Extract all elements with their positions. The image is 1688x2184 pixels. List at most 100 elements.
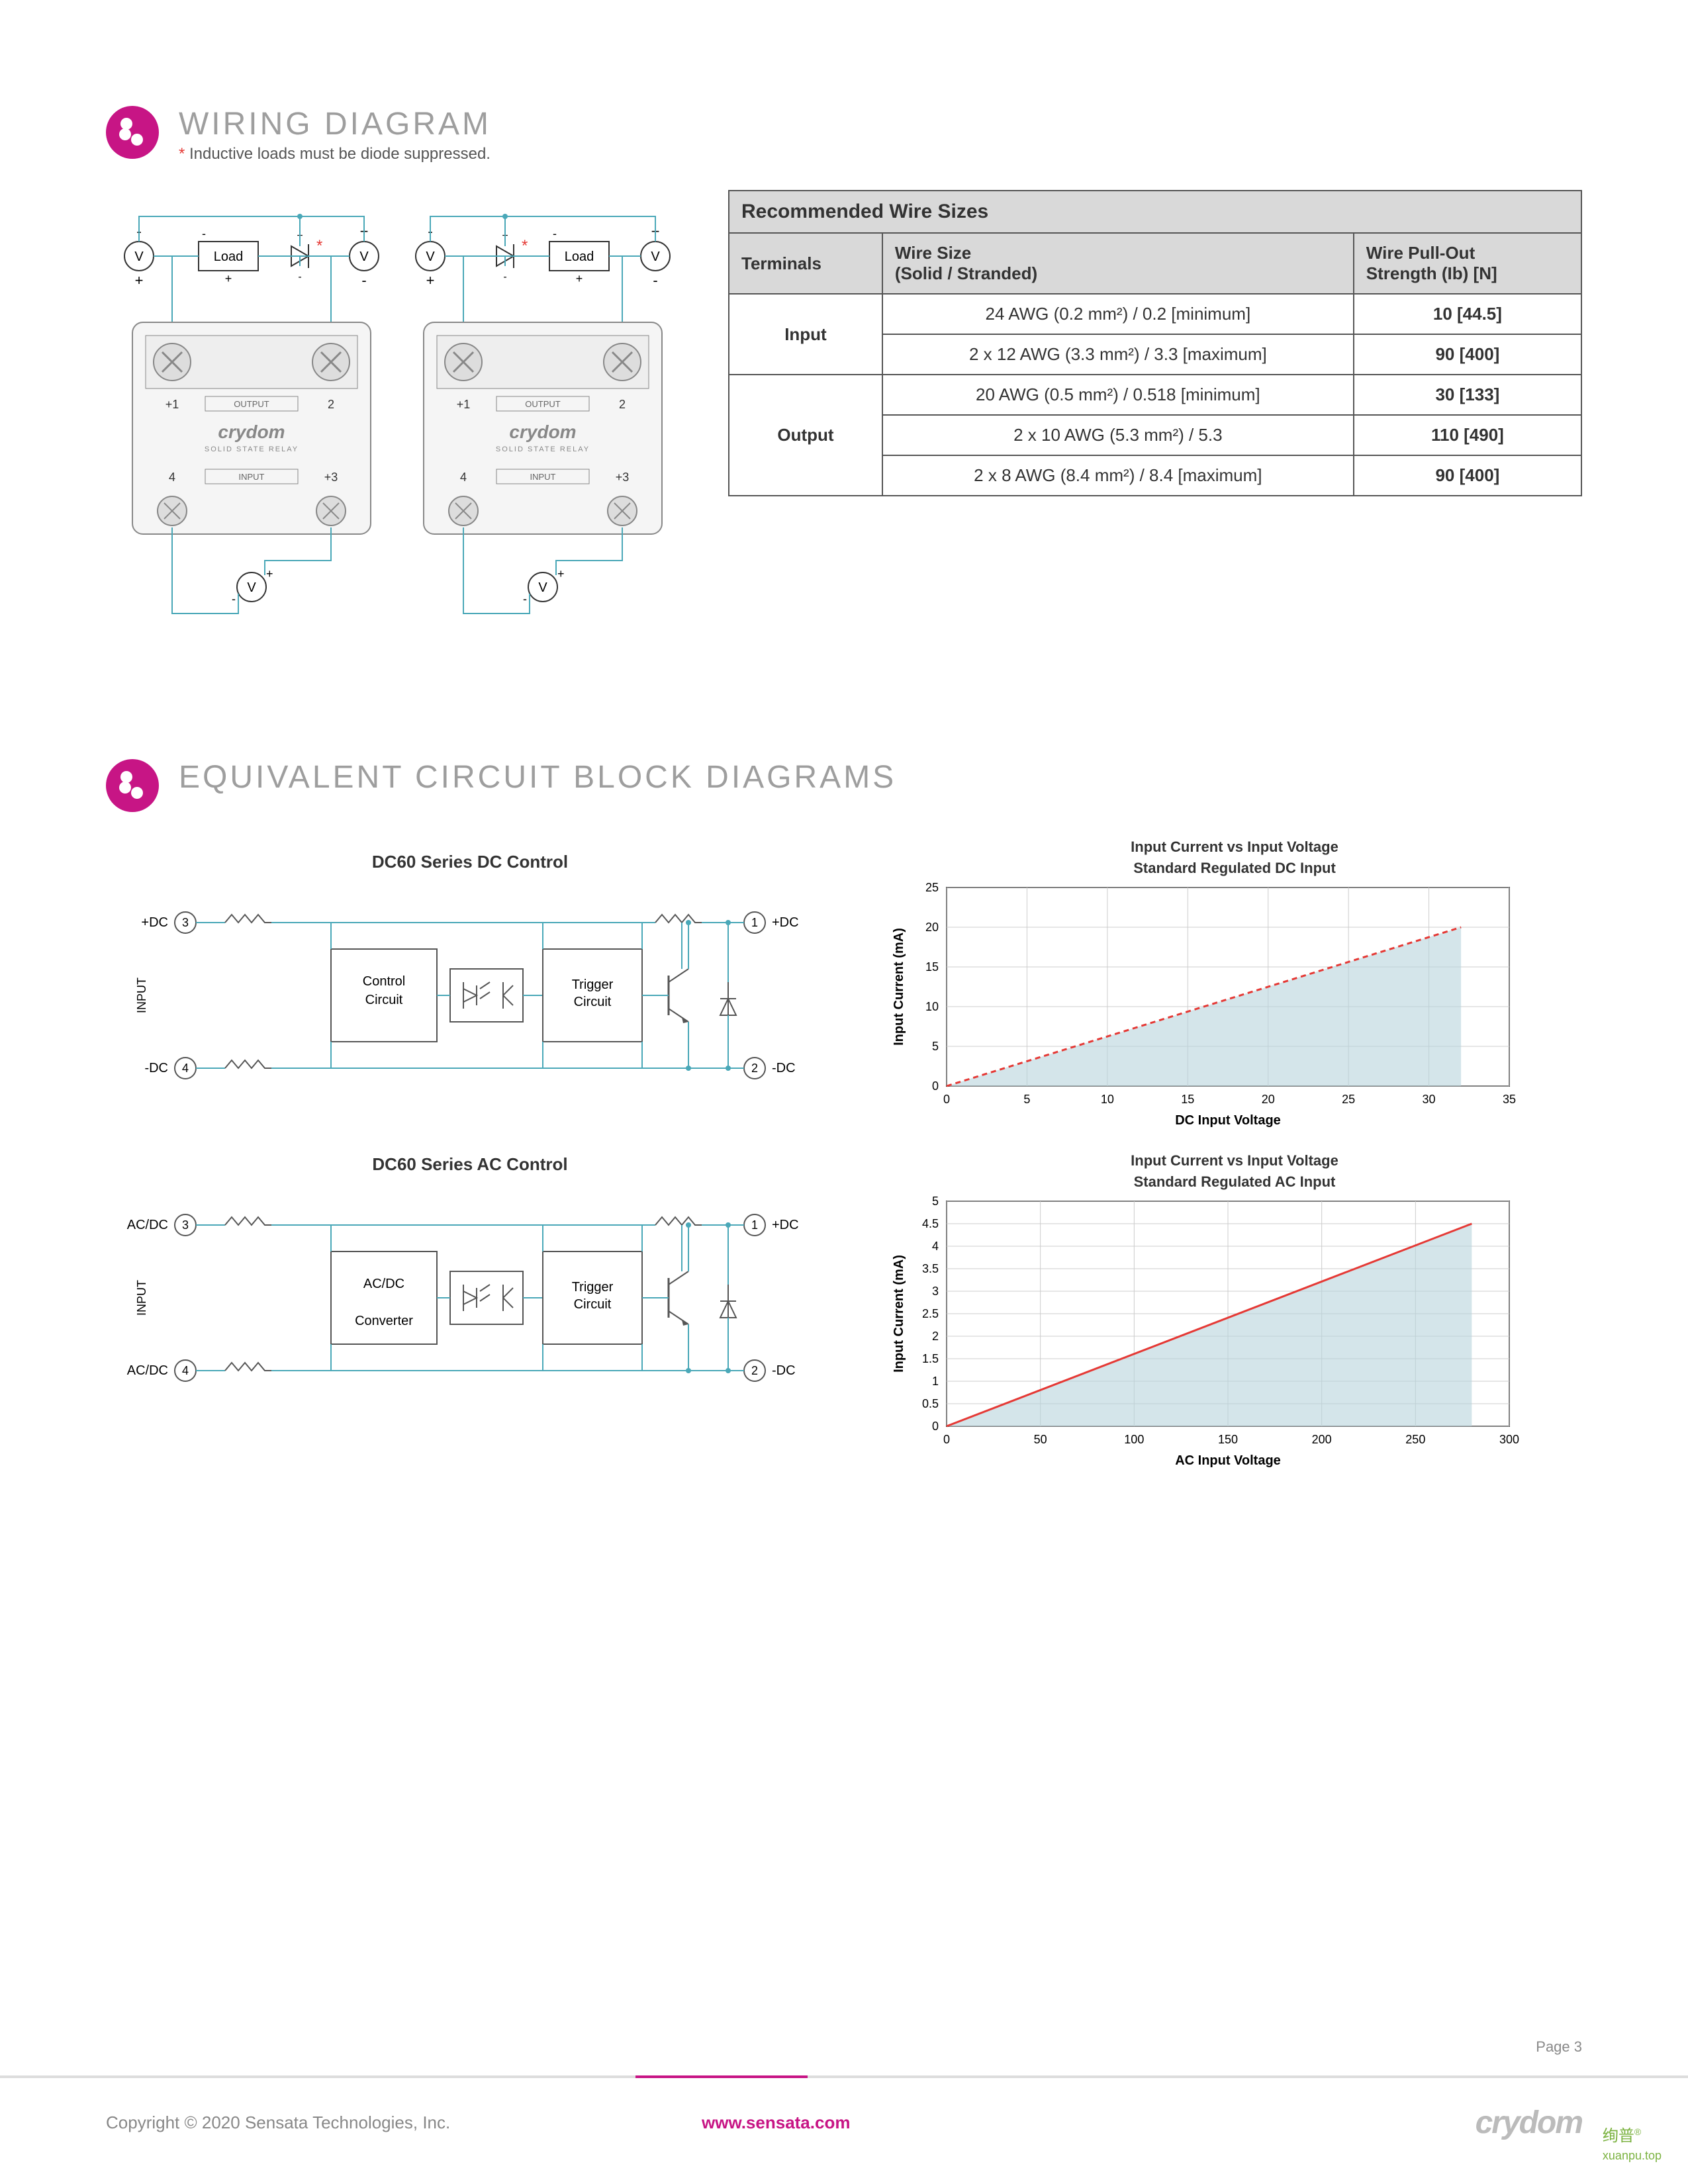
svg-text:Circuit: Circuit [365,993,403,1007]
svg-text:crydom: crydom [509,422,576,442]
svg-text:1: 1 [751,1218,758,1232]
bullet-icon [106,759,159,812]
svg-text:+DC: +DC [772,915,799,930]
svg-text:OUTPUT: OUTPUT [234,399,269,409]
svg-text:AC/DC: AC/DC [127,1218,168,1232]
svg-text:-DC: -DC [772,1061,796,1075]
svg-text:Trigger: Trigger [572,1280,614,1295]
svg-text:4: 4 [460,471,467,484]
svg-text:INPUT: INPUT [135,1280,148,1316]
svg-text:V: V [247,580,256,595]
svg-text:10: 10 [925,1000,939,1013]
table-cell: 2 x 12 AWG (3.3 mm²) / 3.3 [maximum] [882,334,1354,375]
table-cell: 2 x 10 AWG (5.3 mm²) / 5.3 [882,415,1354,455]
svg-text:4: 4 [182,1364,189,1377]
section-2-title: EQUIVALENT CIRCUIT BLOCK DIAGRAMS [179,759,896,796]
svg-text:2: 2 [751,1062,758,1075]
svg-text:1.5: 1.5 [922,1352,939,1365]
svg-text:AC/DC: AC/DC [363,1277,404,1291]
svg-text:3: 3 [182,916,189,929]
svg-text:+DC: +DC [772,1218,799,1232]
svg-text:0: 0 [943,1433,950,1446]
svg-text:*: * [522,237,528,255]
table-cell: 90 [400] [1354,455,1581,496]
svg-text:1: 1 [932,1375,939,1388]
svg-text:2: 2 [751,1364,758,1377]
footer-url: www.sensata.com [702,2113,1476,2133]
svg-text:-: - [653,272,657,289]
svg-text:Input Current (mA): Input Current (mA) [892,1255,906,1373]
svg-text:SOLID STATE RELAY: SOLID STATE RELAY [496,445,590,453]
svg-text:Circuit: Circuit [574,1297,612,1312]
svg-text:25: 25 [1342,1093,1355,1106]
svg-text:Converter: Converter [355,1314,413,1328]
section-1-header: WIRING DIAGRAM * Inductive loads must be… [106,106,1582,163]
svg-text:AC/DC: AC/DC [127,1363,168,1378]
svg-text:V: V [538,580,547,595]
svg-text:-: - [553,227,557,240]
svg-text:INPUT: INPUT [135,978,148,1013]
svg-text:+: + [426,272,435,289]
svg-text:20: 20 [1262,1093,1275,1106]
svg-text:-: - [361,272,366,289]
svg-text:2: 2 [328,398,334,411]
svg-text:4: 4 [182,1062,189,1075]
svg-text:20: 20 [925,921,939,934]
chart1-title2: Standard Regulated DC Input [887,860,1582,877]
table-cell: 10 [44.5] [1354,294,1581,334]
svg-text:+3: +3 [616,471,630,484]
table-cell: 20 AWG (0.5 mm²) / 0.518 [minimum] [882,375,1354,415]
svg-text:+3: +3 [324,471,338,484]
svg-text:+1: +1 [457,398,471,411]
svg-text:+: + [266,567,273,580]
chart2-title1: Input Current vs Input Voltage [887,1152,1582,1169]
svg-text:-: - [523,592,527,606]
svg-text:-: - [503,271,506,283]
svg-text:-: - [202,227,206,240]
svg-text:V: V [359,250,369,264]
asterisk: * [179,145,189,163]
svg-text:3: 3 [182,1218,189,1232]
svg-text:4: 4 [932,1240,939,1253]
bullet-icon [106,106,159,159]
svg-text:Input Current (mA): Input Current (mA) [892,928,906,1046]
svg-text:0.5: 0.5 [922,1397,939,1410]
svg-text:0: 0 [932,1079,939,1093]
svg-text:0: 0 [943,1093,950,1106]
table-cell: 2 x 8 AWG (8.4 mm²) / 8.4 [maximum] [882,455,1354,496]
table-cell: 90 [400] [1354,334,1581,375]
table-terminal: Output [729,375,882,496]
block1-title: DC60 Series DC Control [106,852,834,872]
svg-text:1: 1 [751,916,758,929]
svg-text:10: 10 [1101,1093,1114,1106]
svg-text:-: - [232,592,236,606]
svg-text:AC Input Voltage: AC Input Voltage [1175,1453,1281,1468]
table-header: Wire Size(Solid / Stranded) [882,233,1354,294]
watermark: 绚普® xuanpu.top [1603,2122,1662,2164]
svg-text:0: 0 [932,1420,939,1433]
svg-text:15: 15 [1181,1093,1194,1106]
svg-text:300: 300 [1499,1433,1519,1446]
block-diagrams: DC60 Series DC Control 3+DC4-DC1+DC2-DCI… [106,839,834,1473]
svg-text:V: V [426,250,435,264]
svg-text:100: 100 [1124,1433,1144,1446]
footer-logo: crydom [1476,2105,1582,2141]
svg-text:+: + [557,567,565,580]
table-cell: 30 [133] [1354,375,1581,415]
svg-text:INPUT: INPUT [530,472,556,482]
svg-text:150: 150 [1218,1433,1238,1446]
svg-text:2: 2 [932,1330,939,1343]
svg-text:+: + [135,272,144,289]
table-header: Terminals [729,233,882,294]
svg-text:+DC: +DC [141,915,168,930]
svg-text:*: * [316,237,322,255]
wire-size-table: Recommended Wire Sizes TerminalsWire Siz… [728,190,1582,496]
svg-text:250: 250 [1405,1433,1425,1446]
svg-text:OUTPUT: OUTPUT [525,399,561,409]
section-1-title: WIRING DIAGRAM [179,106,491,142]
svg-text:DC Input Voltage: DC Input Voltage [1175,1113,1281,1128]
svg-text:15: 15 [925,960,939,974]
svg-text:35: 35 [1503,1093,1516,1106]
svg-text:25: 25 [925,881,939,894]
svg-text:5: 5 [1023,1093,1030,1106]
